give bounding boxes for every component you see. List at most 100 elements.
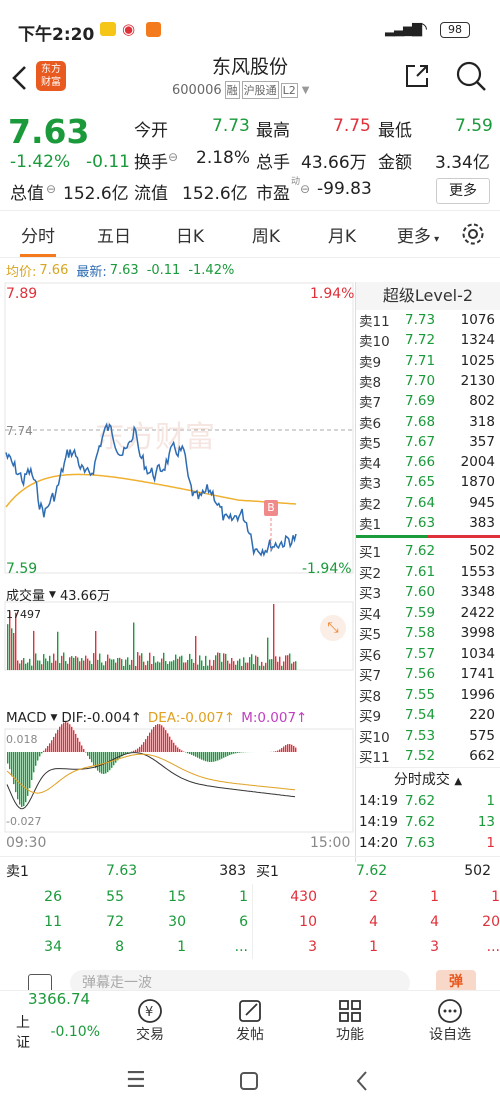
queue-buy-cell: 20 [482, 913, 500, 930]
buy-row[interactable]: 买1 7.62 502 [356, 541, 500, 562]
trade-volume: 1 [486, 793, 495, 809]
low-label: 最低 [378, 121, 412, 141]
macd-bar [11, 752, 13, 777]
expand-icon[interactable]: ⤡ [320, 615, 346, 641]
buy-row[interactable]: 买8 7.55 1996 [356, 685, 500, 706]
nav-add-watchlist[interactable]: 设自选 [400, 998, 500, 1044]
macd-bar [167, 733, 169, 752]
back-arrow-icon[interactable] [10, 64, 28, 92]
volume-bar [229, 663, 231, 670]
svg-text:¥: ¥ [145, 1005, 153, 1020]
volume-bar [281, 665, 283, 670]
macd-bar [283, 746, 285, 752]
buy1-price: 7.62 [356, 862, 388, 879]
queue-buy-cell: 3 [308, 938, 317, 955]
level2-title[interactable]: 超级Level-2 [356, 282, 500, 310]
sell-price: 7.72 [405, 332, 436, 349]
queue-buy-cell: 1 [491, 888, 500, 905]
settings-gear-icon[interactable] [460, 221, 486, 247]
info-icon[interactable]: ⊖ [46, 182, 57, 196]
sell-row[interactable]: 卖9 7.71 1025 [356, 351, 500, 371]
trades-header[interactable]: 分时成交 ▲ [356, 766, 500, 791]
volume-bar [161, 658, 163, 670]
sell-row[interactable]: 卖2 7.64 945 [356, 492, 500, 513]
volume-bar [277, 661, 279, 670]
buy-price: 7.55 [405, 686, 436, 703]
buy-row[interactable]: 买3 7.60 3348 [356, 582, 500, 603]
sell-row[interactable]: 卖6 7.68 318 [356, 411, 500, 432]
nav-functions[interactable]: 功能 [300, 998, 400, 1044]
sell-orders: 卖11 7.73 1076 卖10 7.72 1324 卖9 7.71 1025 卖8 7.70 21… [356, 310, 500, 533]
macd-header[interactable]: MACD ▼ DIF:-0.004 ↑ DEA:-0.007 ↑ M:0.007… [6, 710, 307, 726]
more-button[interactable]: 更多 [436, 178, 490, 204]
macd-bar [215, 752, 217, 762]
tab-daily-k[interactable]: 日K [175, 226, 205, 247]
search-icon[interactable] [455, 60, 487, 92]
buy-marker[interactable]: B [264, 500, 278, 516]
stock-code: 600006 [172, 82, 222, 98]
macd-bar [149, 732, 151, 752]
intraday-chart[interactable]: 东方财富 7.89 1.94% 7.74 7.59 -1.94% B 成交量 ▼… [0, 282, 355, 862]
menu-icon[interactable]: ☰ [126, 1068, 146, 1093]
bottom-nav: 3366.74 上证 -0.10% ¥ 交易 发帖 功能 设自选 [0, 990, 500, 1052]
sell-row[interactable]: 卖11 7.73 1076 [356, 310, 500, 330]
sell-row[interactable]: 卖3 7.65 1870 [356, 472, 500, 492]
latest-value: 7.63 [109, 262, 139, 278]
trade-time: 14:19 [359, 793, 398, 809]
tab-monthly-k[interactable]: 月K [327, 226, 357, 247]
volume-bar [255, 655, 257, 670]
volume-bar [137, 652, 139, 670]
index-ticker[interactable]: 3366.74 上证 -0.10% [0, 990, 100, 1052]
queue-buy-cell: 430 [290, 888, 317, 905]
queue-header: 卖1 7.63 383 买1 7.62 502 [0, 856, 500, 884]
buy-label: 买3 [359, 586, 382, 603]
sell-label: 卖6 [359, 415, 382, 432]
home-icon[interactable] [240, 1072, 258, 1090]
buy-row[interactable]: 买4 7.59 2422 [356, 603, 500, 624]
volume-bar [247, 662, 249, 670]
volume-bar [111, 659, 113, 670]
macd-bar [229, 752, 231, 756]
sell-row[interactable]: 卖7 7.69 802 [356, 391, 500, 411]
dropdown-icon[interactable]: ▼ [301, 84, 310, 96]
tab-more[interactable]: 更多 ▾ [396, 226, 440, 247]
tab-5day[interactable]: 五日 [97, 226, 131, 247]
macd-bar [203, 752, 205, 761]
macd-bar [63, 722, 65, 752]
info-icon[interactable]: ⊖ [168, 150, 179, 164]
volume-bar [121, 659, 123, 670]
volume-bar [231, 657, 233, 670]
buy-row[interactable]: 买11 7.52 662 [356, 746, 500, 767]
nav-post[interactable]: 发帖 [200, 998, 300, 1044]
volume-bar [209, 659, 211, 670]
volume-bar [147, 660, 149, 670]
macd-bar [133, 750, 135, 752]
sell-row[interactable]: 卖8 7.70 2130 [356, 371, 500, 391]
volume-bar [29, 658, 31, 670]
sell-row[interactable]: 卖10 7.72 1324 [356, 330, 500, 350]
volume-header[interactable]: 成交量 ▼ 43.66万 [6, 585, 110, 604]
share-icon[interactable] [403, 62, 431, 90]
macd-bar [145, 739, 147, 752]
buy-row[interactable]: 买5 7.58 3998 [356, 623, 500, 644]
queue-sell-cell: 30 [168, 913, 186, 930]
volume-bar [295, 661, 297, 670]
macd-bar [69, 724, 71, 752]
sell-row[interactable]: 卖4 7.66 2004 [356, 452, 500, 472]
volume-bar [49, 655, 51, 670]
tab-intraday[interactable]: 分时 [0, 222, 76, 257]
buy-row[interactable]: 买7 7.56 1741 [356, 664, 500, 685]
tab-weekly-k[interactable]: 周K [251, 226, 281, 247]
back-icon[interactable] [355, 1070, 369, 1092]
macd-bar [287, 744, 289, 752]
nav-trade[interactable]: ¥ 交易 [100, 998, 200, 1044]
sell-row[interactable]: 卖5 7.67 357 [356, 432, 500, 452]
buy-row[interactable]: 买9 7.54 220 [356, 705, 500, 726]
buy-row[interactable]: 买2 7.61 1553 [356, 562, 500, 583]
buy-row[interactable]: 买10 7.53 575 [356, 726, 500, 747]
macd-bar [181, 750, 183, 752]
sell-row[interactable]: 卖1 7.63 383 [356, 513, 500, 533]
buy-row[interactable]: 买6 7.57 1034 [356, 644, 500, 665]
macd-bar [125, 752, 127, 754]
info-icon[interactable]: ⊖ [300, 182, 311, 196]
